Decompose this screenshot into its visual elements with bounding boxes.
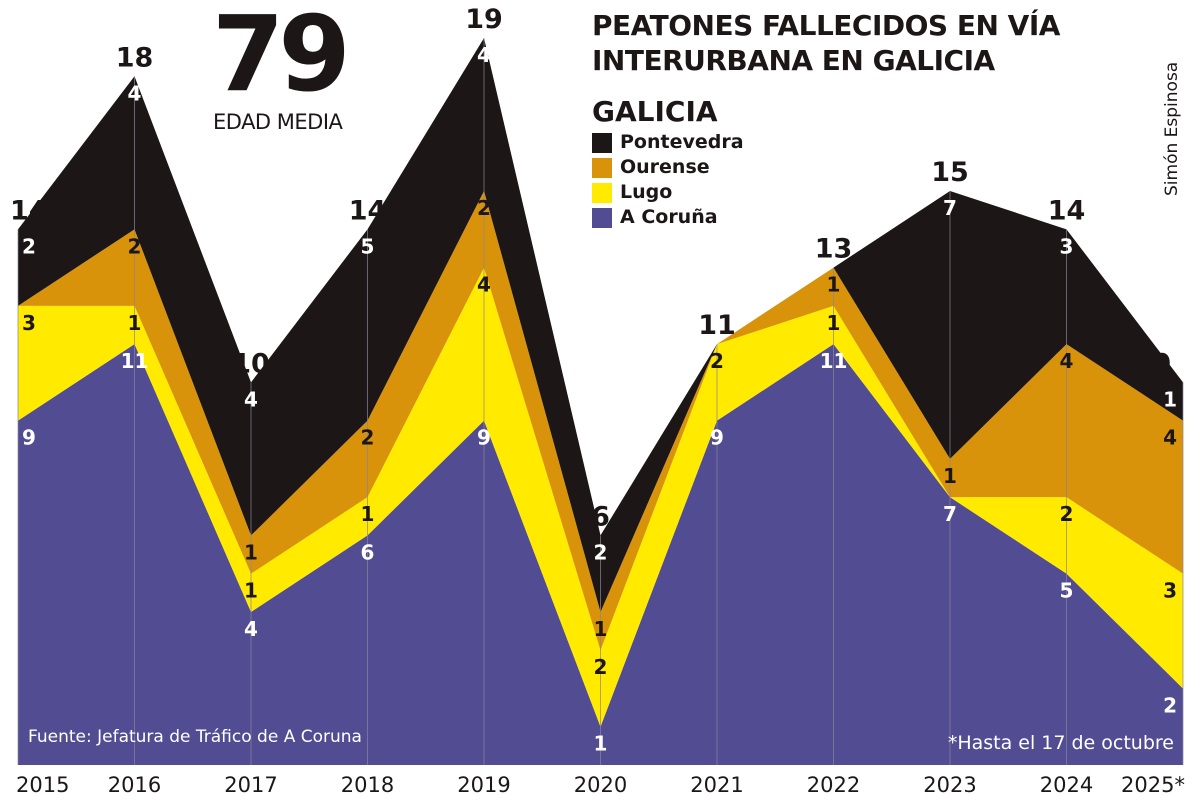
title-line-1: PEATONES FALLECIDOS EN VÍA [592,9,1060,42]
segment-value-label: 2 [22,234,36,258]
segment-value-label: 4 [244,617,258,641]
legend-label: Pontevedra [620,131,744,153]
legend-swatch [592,132,612,153]
segment-value-label: 1 [1163,387,1177,411]
total-label: 14 [1048,195,1086,226]
x-tick-label: 2022 [807,773,860,797]
x-tick-label: 2019 [457,773,510,797]
legend: GALICIA Pontevedra Ourense Lugo A Coruña [592,94,744,230]
footnote: *Hasta el 17 de octubre [947,732,1174,754]
author-credit: Simón Espinosa [1162,61,1182,196]
total-label: 10 [1133,348,1171,379]
total-label: 14 [349,195,387,226]
x-tick-label: 2016 [108,773,161,797]
legend-label: Lugo [620,181,673,203]
total-label: 19 [465,4,503,35]
x-tick-label: 2025* [1121,773,1185,797]
total-label: 18 [116,42,154,73]
x-tick-label: 2024 [1040,773,1093,797]
chart-title: PEATONES FALLECIDOS EN VÍA INTERURBANA E… [592,8,1060,78]
area-ourense [18,191,1183,651]
legend-swatch [592,207,612,228]
segment-value-label: 3 [1163,579,1177,603]
segment-value-label: 4 [128,81,142,105]
total-label: 15 [931,157,969,188]
segment-value-label: 1 [594,617,608,641]
segment-value-label: 4 [244,387,258,411]
area-pontevedra [18,38,1183,612]
segment-value-label: 1 [244,579,258,603]
segment-value-label: 6 [361,540,375,564]
segment-value-label: 5 [1060,579,1074,603]
segment-value-label: 2 [1163,693,1177,717]
x-tick-label: 2015 [16,773,69,797]
segment-value-label: 5 [361,234,375,258]
legend-label: A Coruña [620,206,718,228]
segment-value-label: 1 [827,311,841,335]
total-label: 6 [591,501,610,532]
average-age-value: 79 [212,0,351,115]
total-label: 11 [698,310,736,341]
segment-value-label: 1 [128,311,142,335]
x-tick-label: 2020 [574,773,627,797]
segment-value-label: 1 [594,732,608,756]
segment-value-label: 3 [22,311,36,335]
legend-item: A Coruña [592,205,744,230]
title-line-2: INTERURBANA EN GALICIA [592,44,995,77]
segment-value-label: 7 [943,196,957,220]
segment-value-label: 11 [820,349,848,373]
legend-item: Pontevedra [592,130,744,155]
x-tick-label: 2018 [341,773,394,797]
total-label: 10 [232,348,270,379]
segment-value-label: 11 [121,349,149,373]
total-label: 13 [815,234,853,265]
legend-title: GALICIA [592,95,718,128]
segment-value-label: 1 [827,273,841,297]
segment-value-label: 2 [594,540,608,564]
segment-value-label: 7 [943,502,957,526]
segment-value-label: 2 [477,196,491,220]
segment-value-label: 2 [128,234,142,258]
segment-value-label: 4 [477,43,491,67]
segment-value-label: 1 [244,540,258,564]
segment-value-label: 4 [1163,426,1177,450]
x-tick-label: 2023 [923,773,976,797]
legend-swatch [592,157,612,178]
segment-value-label: 2 [1060,502,1074,526]
legend-item: Lugo [592,180,744,205]
segment-value-label: 9 [477,426,491,450]
x-tick-label: 2017 [224,773,277,797]
segment-value-label: 2 [710,349,724,373]
segment-value-label: 9 [710,426,724,450]
segment-value-label: 9 [22,426,36,450]
total-label: 14 [10,195,48,226]
segment-value-label: 4 [477,273,491,297]
legend-label: Ourense [620,156,710,178]
area-a-coruña [18,344,1183,765]
segment-value-label: 3 [1060,234,1074,258]
source-note: Fuente: Jefatura de Tráfico de A Coruna [28,727,362,747]
segment-value-label: 1 [943,464,957,488]
segment-value-label: 2 [361,426,375,450]
segment-value-label: 1 [361,502,375,526]
segment-value-label: 4 [1060,349,1074,373]
legend-item: Ourense [592,155,744,180]
segment-value-label: 2 [594,655,608,679]
x-tick-label: 2021 [690,773,743,797]
average-age-label: EDAD MEDIA [213,110,343,134]
legend-swatch [592,182,612,203]
